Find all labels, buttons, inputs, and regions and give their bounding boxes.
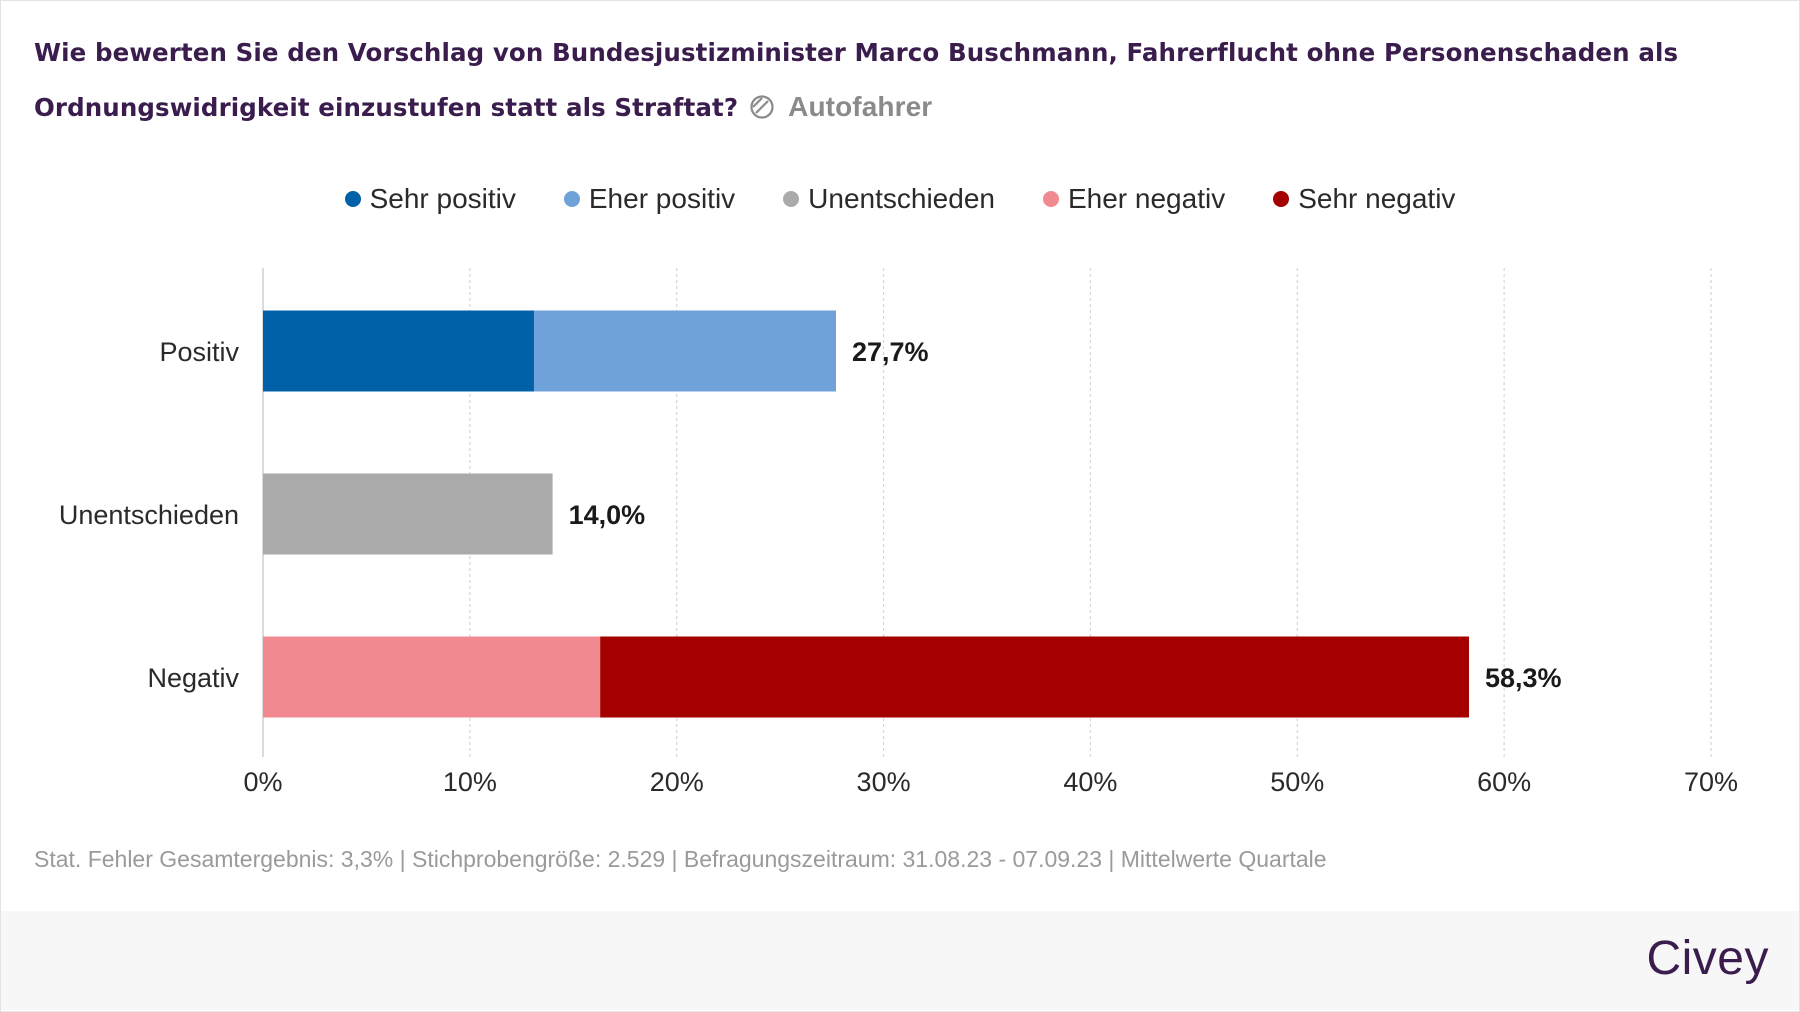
legend-label: Eher negativ <box>1067 183 1226 214</box>
x-tick-label: 20% <box>650 767 704 797</box>
x-tick-label: 10% <box>443 767 497 797</box>
category-label: Positiv <box>159 337 239 367</box>
x-tick-label: 40% <box>1063 767 1117 797</box>
x-tick-label: 0% <box>243 767 282 797</box>
legend-item-eher-negativ[interactable]: Eher negativ <box>1042 183 1226 215</box>
data-label: 58,3% <box>1485 663 1562 693</box>
x-tick-label: 50% <box>1270 767 1324 797</box>
legend-item-unentschieden[interactable]: Unentschieden <box>783 183 995 215</box>
chart-legend: Sehr positiv Eher positiv Unentschieden Ehe… <box>0 183 1800 215</box>
legend-dot <box>1273 191 1290 207</box>
civey-logo[interactable]: Civey <box>1646 932 1769 985</box>
legend-dot <box>344 191 361 207</box>
data-label: 14,0% <box>569 500 646 530</box>
bar-segment-unentschieden <box>263 473 553 555</box>
bar-segment-sehr-negativ <box>600 636 1469 718</box>
legend-label: Unentschieden <box>808 183 995 214</box>
legend-label: Sehr positiv <box>369 183 516 214</box>
legend-dot <box>1042 191 1059 207</box>
bar-segment-eher-positiv <box>533 310 836 392</box>
filter-label[interactable]: Autofahrer <box>788 91 933 122</box>
legend-dot <box>783 191 800 207</box>
filter-circle-icon[interactable] <box>748 86 776 119</box>
legend-item-sehr-negativ[interactable]: Sehr negativ <box>1273 183 1455 215</box>
legend-item-sehr-positiv[interactable]: Sehr positiv <box>344 183 516 215</box>
x-tick-label: 70% <box>1684 767 1738 797</box>
category-label: Unentschieden <box>59 500 239 530</box>
x-tick-label: 30% <box>857 767 911 797</box>
category-label: Negativ <box>147 663 239 693</box>
legend-label: Eher positiv <box>588 183 736 214</box>
data-label: 27,7% <box>852 337 929 367</box>
footer: Civey <box>1 911 1799 1010</box>
x-tick-label: 60% <box>1477 767 1531 797</box>
legend-label: Sehr negativ <box>1298 183 1456 214</box>
title-line-2: Ordnungswidrigkeit einzustufen statt als… <box>34 93 739 122</box>
legend-dot <box>563 191 580 207</box>
legend-item-eher-positiv[interactable]: Eher positiv <box>563 183 736 215</box>
bar-segment-eher-negativ <box>263 636 601 718</box>
title-line-1: Wie bewerten Sie den Vorschlag von Bunde… <box>34 38 1679 67</box>
footnote: Stat. Fehler Gesamtergebnis: 3,3% | Stic… <box>34 846 1327 872</box>
bar-segment-sehr-positiv <box>263 310 534 392</box>
chart-title: Wie bewerten Sie den Vorschlag von Bunde… <box>34 26 1734 135</box>
